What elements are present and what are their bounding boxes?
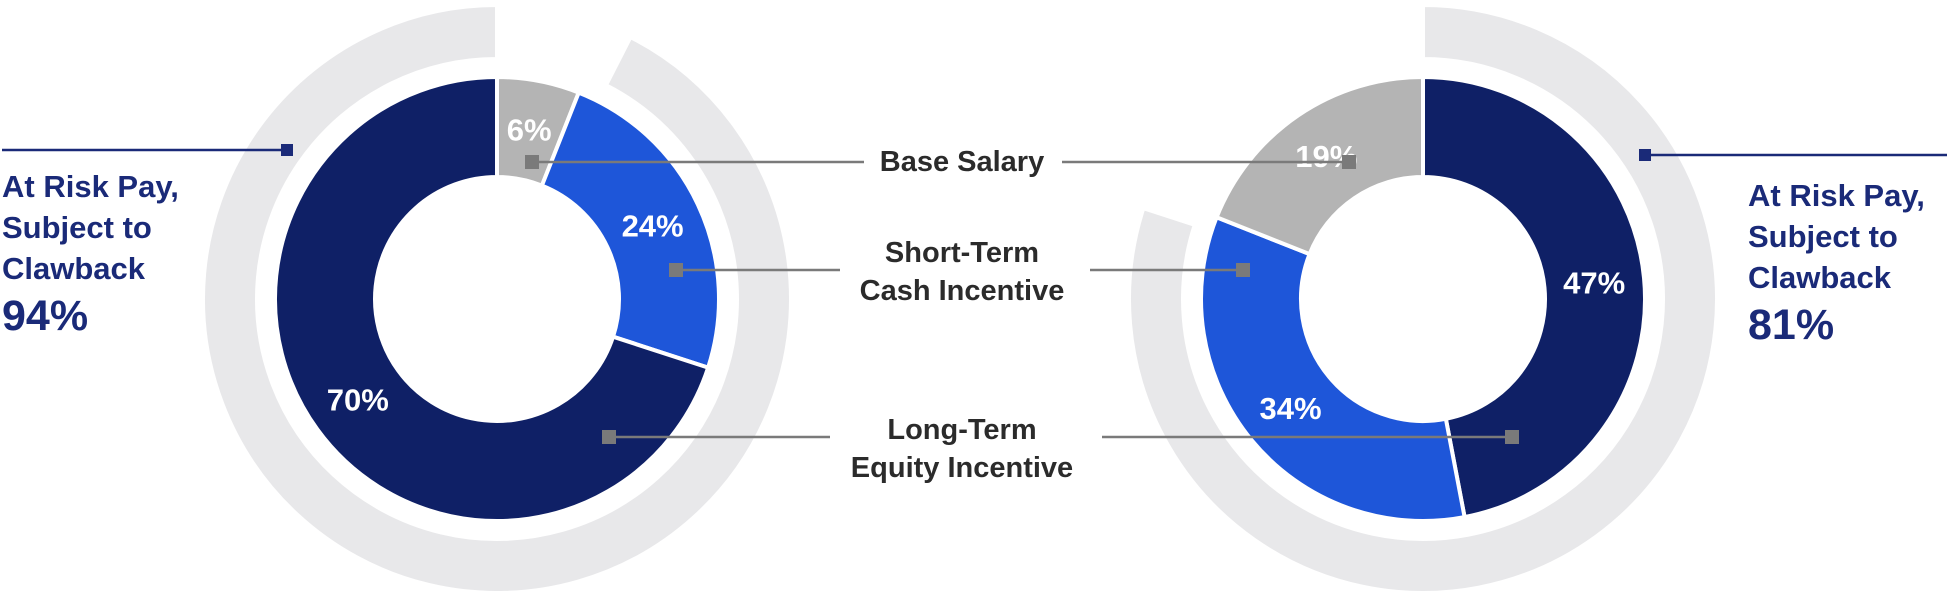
legend-line: Cash Incentive [859, 275, 1065, 307]
legend-line: Base Salary [879, 146, 1045, 178]
at-risk-line: Subject to [1748, 219, 1898, 254]
legend-line: Equity Incentive [850, 452, 1074, 484]
at-risk-line: Clawback [1748, 260, 1892, 295]
legend-label-short-term-cash-incentive: Short-Term Cash Incentive [860, 234, 1065, 310]
at-risk-label-left: At Risk Pay, Subject to Clawback 94% [2, 166, 179, 341]
at-risk-line: At Risk Pay, [2, 169, 179, 204]
connector-marker-right [1505, 430, 1519, 444]
connector-marker-right [1236, 263, 1250, 277]
connector-marker-right [1342, 155, 1356, 169]
connector-marker-left [602, 430, 616, 444]
at-risk-percent: 94% [2, 292, 89, 340]
legend-line: Long-Term [887, 414, 1037, 446]
segment-base-salary-right [1214, 75, 1425, 257]
at-risk-percent: 81% [1748, 301, 1835, 349]
legend-line: Short-Term [884, 237, 1040, 269]
at-risk-label-right: At Risk Pay, Subject to Clawback 81% [1748, 175, 1925, 350]
connector-marker-left [669, 263, 683, 277]
at-risk-arc-right [1127, 3, 1719, 595]
segment-percent-label-long-term-equity-incentive-left: 70% [327, 383, 389, 418]
at-risk-callout-marker-right [1639, 149, 1651, 161]
at-risk-line: Clawback [2, 251, 146, 286]
donut-chart-right: 47%34%19% [1062, 3, 1947, 595]
connector-marker-left [525, 155, 539, 169]
donut-chart-left: 6% 24% 70% [2, 3, 864, 595]
at-risk-arc-left [201, 3, 793, 595]
segment-short-term-cash-incentive-right [1199, 215, 1467, 523]
legend-label-base-salary: Base Salary [880, 143, 1044, 181]
legend-label-long-term-equity-incentive: Long-Term Equity Incentive [851, 411, 1073, 487]
at-risk-line: At Risk Pay, [1748, 178, 1925, 213]
segment-long-term-equity-incentive-right [1421, 75, 1648, 520]
segment-percent-label-short-term-cash-incentive-left: 24% [622, 208, 684, 243]
at-risk-callout-marker-left [281, 144, 293, 156]
segment-percent-label-short-term-cash-incentive-right: 34% [1259, 391, 1321, 426]
at-risk-line: Subject to [2, 210, 152, 245]
segment-percent-label-long-term-equity-incentive-right: 47% [1563, 265, 1625, 300]
segment-long-term-equity-incentive-left [273, 75, 711, 523]
segment-percent-label-base-salary-left: 6% [507, 113, 552, 148]
